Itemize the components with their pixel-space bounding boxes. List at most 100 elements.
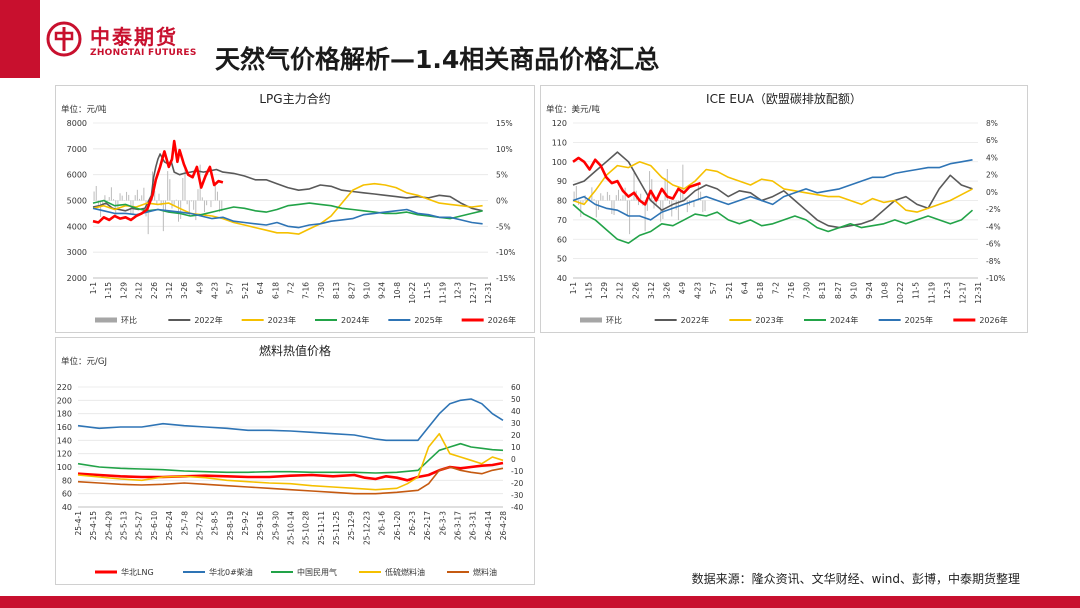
legend-label: 2022年	[681, 315, 709, 325]
y2-tick-label: 30	[511, 419, 521, 428]
x-tick-label: 11-19	[438, 282, 447, 304]
x-tick-label: 26-3-17	[453, 511, 462, 540]
y2-tick-label: 60	[511, 383, 521, 392]
x-tick-label: 8-27	[834, 282, 843, 299]
footer-bar	[0, 596, 1080, 608]
y2-tick-label: 5%	[496, 171, 508, 180]
x-tick-label: 7-16	[787, 282, 796, 299]
x-tick-label: 1-1	[89, 282, 98, 294]
y2-tick-label: 0%	[496, 197, 508, 206]
x-tick-label: 1-15	[104, 282, 113, 299]
x-tick-label: 12-17	[958, 282, 967, 304]
y-tick-label: 110	[552, 138, 567, 147]
chart-title: LPG主力合约	[259, 91, 330, 106]
x-tick-label: 26-4-14	[484, 511, 493, 540]
x-tick-label: 9-10	[849, 282, 858, 299]
chart-frame	[540, 85, 1028, 333]
x-tick-label: 25-6-10	[150, 511, 159, 540]
legend-label: 2024年	[830, 315, 858, 325]
x-tick-label: 2-12	[616, 282, 625, 299]
x-tick-label: 11-5	[912, 282, 921, 299]
legend-label: 2023年	[755, 315, 783, 325]
y-tick-label: 200	[57, 396, 72, 405]
x-tick-label: 25-4-29	[104, 511, 113, 540]
y2-tick-label: -30	[511, 491, 523, 500]
x-tick-label: 3-12	[647, 282, 656, 299]
x-tick-label: 2-12	[135, 282, 144, 299]
x-tick-label: 9-24	[865, 282, 874, 299]
series-line-2024年	[572, 203, 974, 244]
x-tick-label: 26-1-20	[393, 511, 402, 540]
lpg-chart-panel: LPG主力合约 单位：元/吨 2000 3000 4000 5000 6000 7000 800…	[55, 85, 535, 333]
y-tick-label: 80	[62, 476, 72, 485]
y2-tick-label: -10%	[986, 274, 1005, 283]
x-tick-label: 25-11-11	[317, 511, 326, 545]
x-tick-label: 2-26	[150, 282, 159, 299]
series-line-燃料油	[77, 466, 504, 495]
y2-tick-label: 50	[511, 395, 521, 404]
unit-label: 单位：元/吨	[61, 104, 107, 115]
x-tick-label: 25-9-2	[241, 511, 250, 536]
y2-tick-label: 10%	[496, 145, 513, 154]
unit-label: 单位：元/GJ	[61, 356, 107, 367]
x-tick-label: 5-21	[241, 282, 250, 299]
y-tick-label: 120	[552, 119, 567, 128]
x-tick-label: 25-10-28	[302, 511, 311, 545]
x-tick-label: 8-13	[818, 282, 827, 299]
x-tick-label: 4-23	[211, 282, 220, 299]
y2-tick-label: -20	[511, 479, 523, 488]
series-line-中国民用气	[77, 442, 504, 474]
x-tick-label: 4-9	[678, 282, 687, 294]
y2-tick-label: -2%	[986, 205, 1001, 214]
x-tick-label: 25-8-5	[211, 511, 220, 536]
legend-label: 环比	[606, 315, 622, 325]
x-tick-label: 25-4-15	[89, 511, 98, 540]
x-tick-label: 25-4-1	[74, 511, 83, 536]
y-tick-label: 4000	[67, 222, 87, 231]
header: 中泰期货 ZHONGTAI FUTURES 天然气价格解析—1.4相关商品价格汇…	[0, 0, 1080, 78]
y-tick-label: 120	[57, 450, 72, 459]
x-tick-label: 4-23	[694, 282, 703, 299]
x-tick-label: 11-5	[423, 282, 432, 299]
x-tick-label: 7-30	[317, 282, 326, 299]
x-tick-label: 9-10	[362, 282, 371, 299]
series-line-2022年	[92, 153, 483, 212]
legend-label: 中国民用气	[297, 567, 337, 577]
x-tick-label: 25-11-25	[332, 511, 341, 545]
x-tick-label: 4-9	[195, 282, 204, 294]
x-tick-label: 3-26	[180, 282, 189, 299]
x-tick-label: 26-2-17	[423, 511, 432, 540]
x-tick-label: 8-27	[347, 282, 356, 299]
x-tick-label: 25-12-9	[347, 511, 356, 540]
y-tick-label: 90	[557, 177, 567, 186]
x-tick-label: 25-8-19	[226, 511, 235, 540]
y2-tick-label: -10	[511, 467, 523, 476]
x-tick-label: 26-2-3	[408, 511, 417, 536]
legend-label: 环比	[121, 315, 137, 325]
y2-tick-label: 0%	[986, 188, 998, 197]
x-tick-label: 7-2	[772, 282, 781, 294]
data-source-note: 数据来源：隆众资讯、文华财经、wind、彭博，中泰期货整理	[691, 572, 1020, 586]
series-line-2022年	[572, 151, 973, 229]
x-tick-label: 5-7	[709, 282, 718, 294]
series-line-2025年	[572, 159, 973, 221]
x-tick-label: 25-10-14	[287, 511, 296, 545]
x-tick-label: 25-9-30	[271, 511, 280, 540]
legend-label: 华北0#柴油	[209, 567, 253, 577]
y2-tick-label: 6%	[986, 136, 998, 145]
x-tick-label: 1-29	[600, 282, 609, 299]
series-line-2026年	[572, 156, 702, 206]
x-tick-label: 5-7	[226, 282, 235, 294]
y-tick-label: 6000	[67, 171, 87, 180]
x-tick-label: 3-26	[662, 282, 671, 299]
x-tick-label: 3-12	[165, 282, 174, 299]
y-tick-label: 7000	[67, 145, 87, 154]
x-tick-label: 11-19	[927, 282, 936, 304]
x-tick-label: 26-3-31	[469, 511, 478, 540]
y-tick-label: 60	[62, 490, 72, 499]
x-tick-label: 10-8	[393, 282, 402, 299]
y2-tick-label: -5%	[496, 222, 511, 231]
y-tick-label: 40	[62, 503, 72, 512]
x-tick-label: 1-15	[585, 282, 594, 299]
y-tick-label: 100	[552, 158, 567, 167]
